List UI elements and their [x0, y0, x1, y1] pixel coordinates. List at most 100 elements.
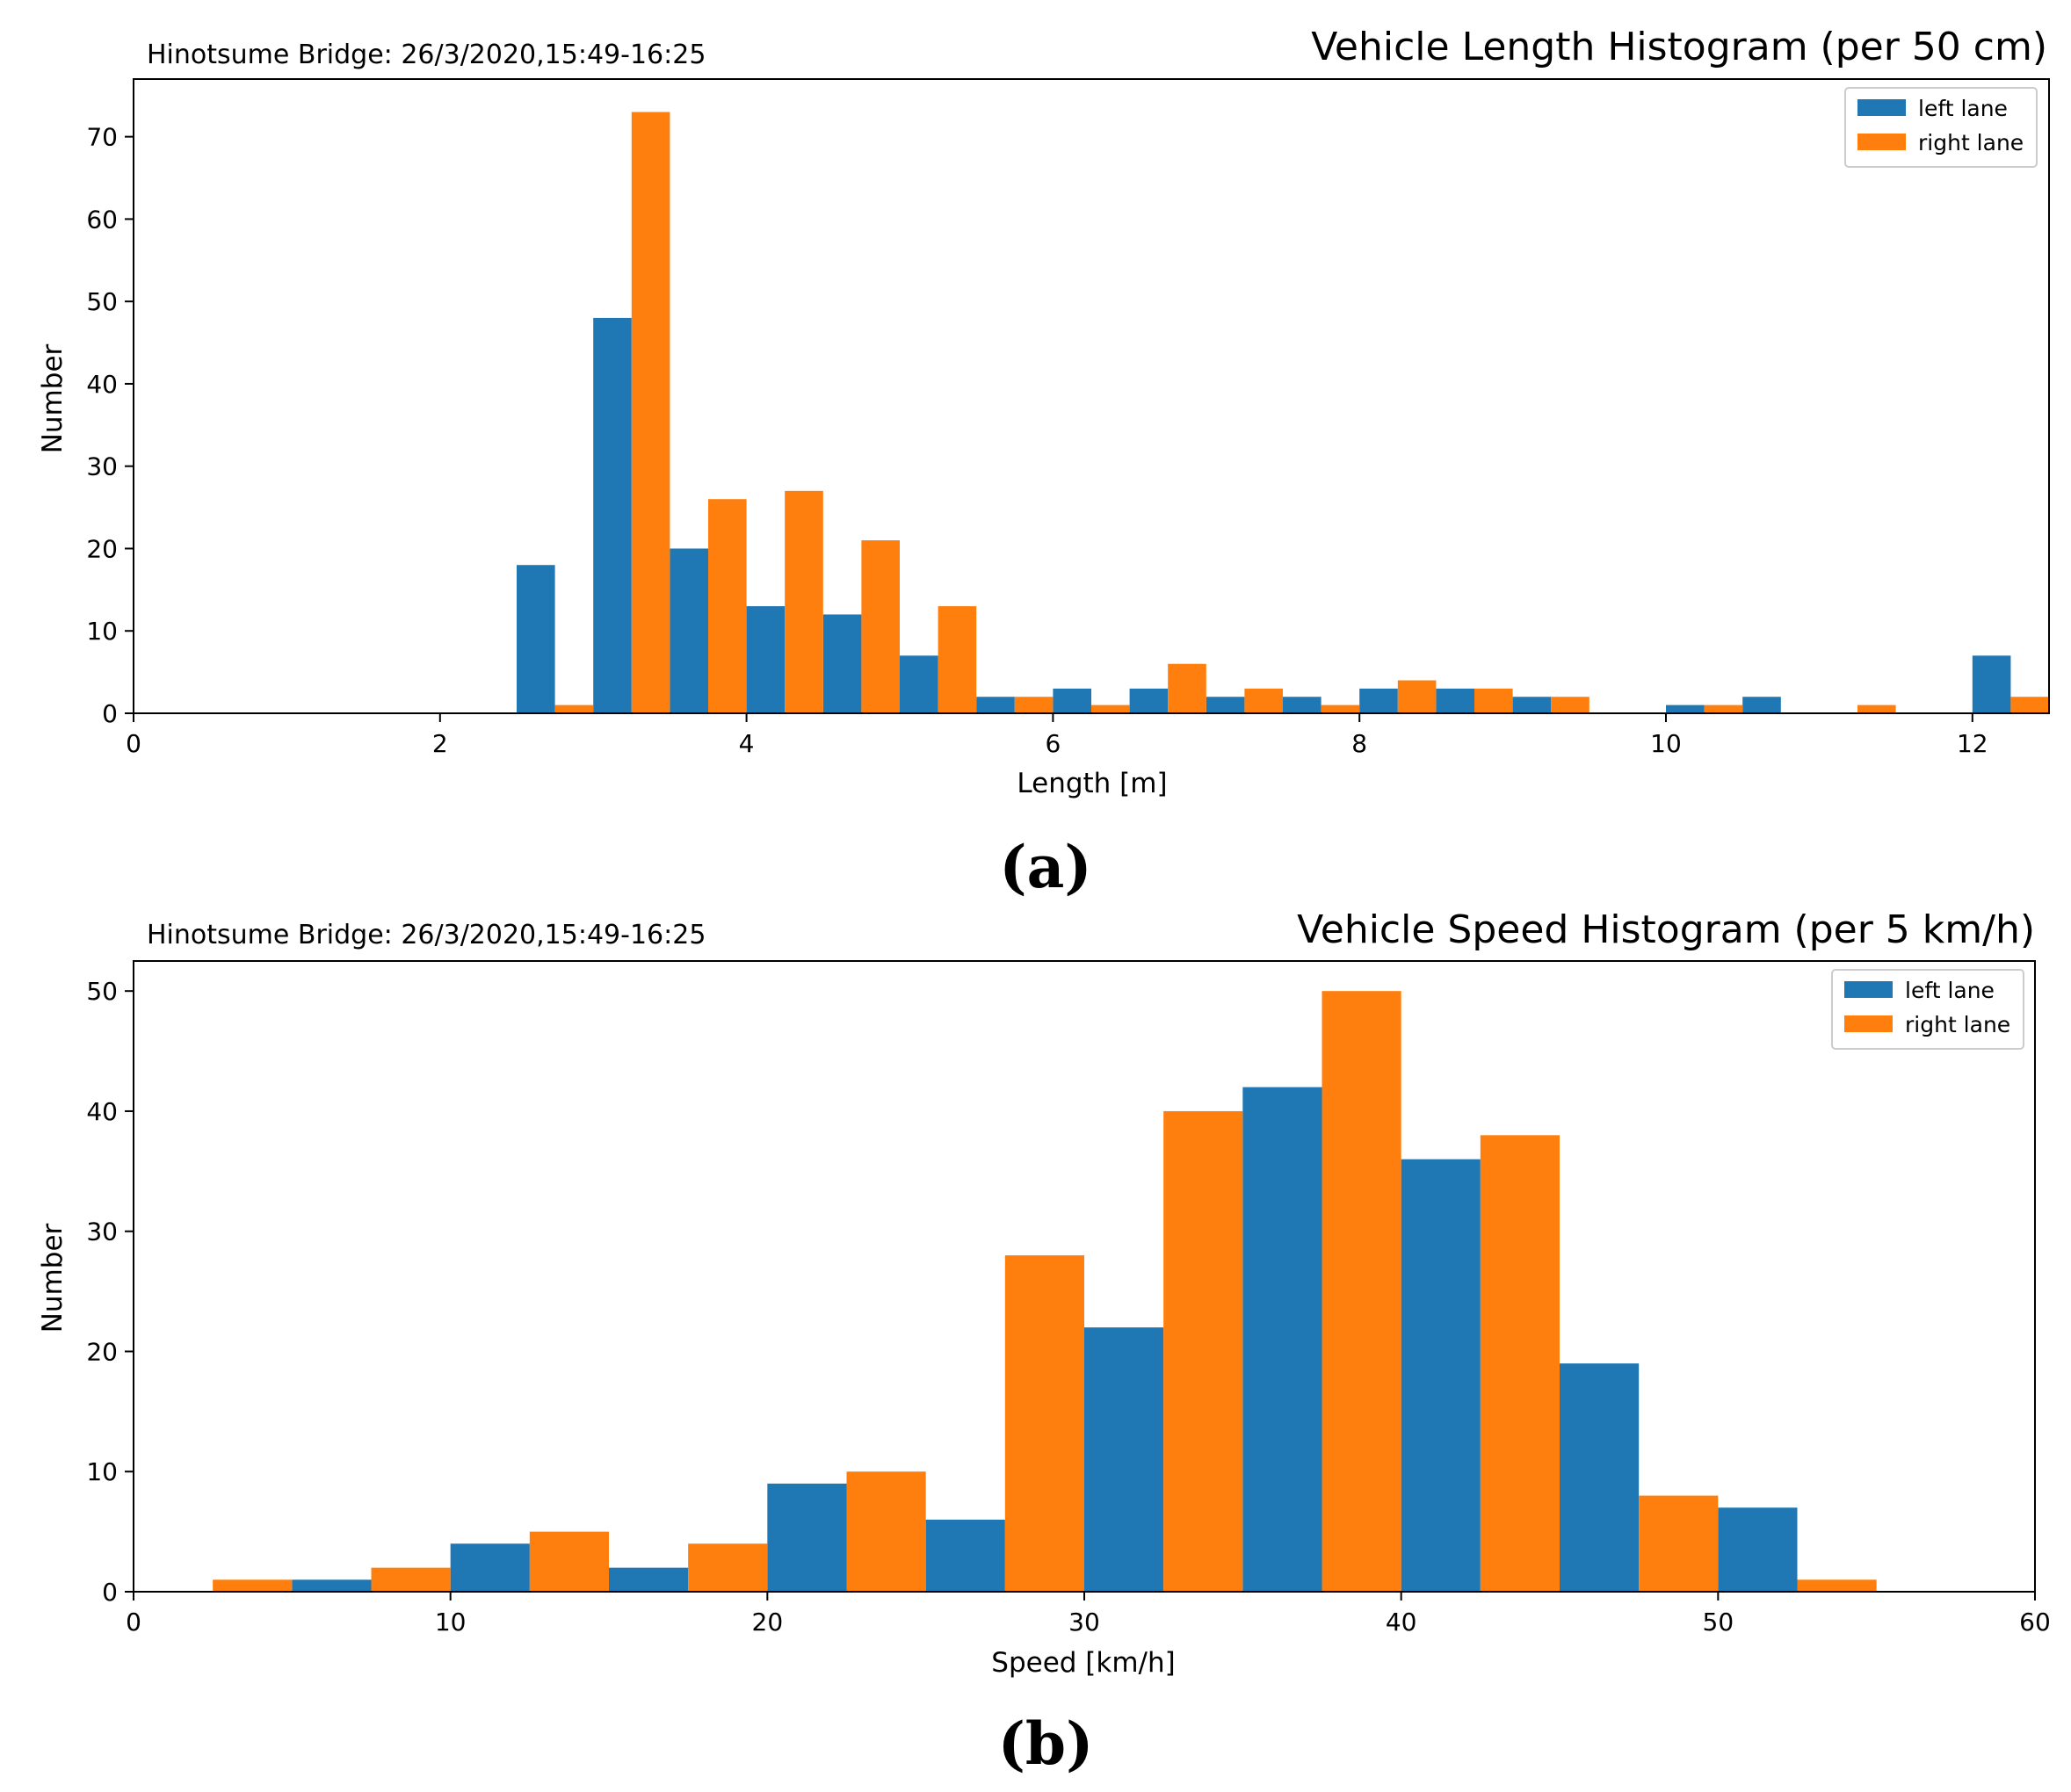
bar-right-lane [1091, 705, 1130, 713]
x-tick-label: 8 [1351, 729, 1367, 758]
y-tick-label: 30 [86, 1218, 118, 1246]
bar-left-lane [450, 1543, 530, 1592]
bar-right-lane [1704, 705, 1743, 713]
y-tick-label: 30 [86, 452, 118, 481]
legend-label-left-lane: left lane [1918, 96, 2008, 121]
y-tick-label: 60 [86, 205, 118, 234]
bar-right-lane [1004, 1255, 1084, 1592]
x-tick-label: 0 [126, 729, 141, 758]
axes: 0 10 20 30 40 50 60 0 10 20 30 40 50 [86, 960, 2051, 1637]
y-axis-label: Number [37, 1223, 69, 1333]
y-tick-label: 40 [86, 1097, 118, 1126]
y-tick-label: 20 [86, 534, 118, 563]
bar-left-lane [746, 606, 786, 713]
chart-subtitle: Hinotsume Bridge: 26/3/2020,15:49-16:25 [147, 40, 706, 70]
legend-swatch-left-lane [1844, 981, 1893, 998]
y-tick-label: 50 [86, 287, 118, 316]
x-tick-label: 40 [1386, 1608, 1417, 1637]
chart-title: Vehicle Speed Histogram (per 5 km/h) [1297, 907, 2035, 952]
x-tick-label: 50 [1703, 1608, 1734, 1637]
bar-right-lane [2010, 697, 2049, 713]
legend-label-left-lane: left lane [1905, 978, 1995, 1003]
axes: 0 2 4 6 8 10 12 0 10 20 30 40 50 60 70 [86, 78, 2050, 758]
bar-right-lane [213, 1579, 293, 1592]
bar-left-lane [1512, 697, 1552, 713]
x-tick-label: 0 [126, 1608, 141, 1637]
bar-left-lane [1129, 688, 1169, 713]
y-tick-label: 40 [86, 370, 118, 399]
legend-swatch-left-lane [1857, 99, 1906, 116]
x-tick-label: 20 [752, 1608, 784, 1637]
bar-left-lane [900, 655, 938, 713]
bar-right-lane [1551, 697, 1589, 713]
y-tick-label: 10 [86, 1457, 118, 1486]
panel-label: (a) [999, 833, 1091, 901]
bar-right-lane [1639, 1495, 1719, 1592]
bar-left-lane [1742, 697, 1781, 713]
bar-group [213, 991, 1877, 1592]
bar-left-lane [1206, 697, 1245, 713]
bar-left-lane [767, 1483, 847, 1592]
bar-left-lane [1666, 705, 1705, 713]
bar-right-lane [1397, 680, 1437, 713]
bar-left-lane [1084, 1327, 1164, 1592]
panel-label: (b) [998, 1709, 1094, 1778]
bar-left-lane [1560, 1363, 1640, 1592]
bar-right-lane [1474, 688, 1513, 713]
bar-right-lane [529, 1531, 609, 1592]
bar-right-lane [846, 1471, 926, 1592]
x-tick-label: 6 [1045, 729, 1061, 758]
bar-left-lane [1283, 697, 1322, 713]
legend-label-right-lane: right lane [1918, 130, 2024, 155]
bar-left-lane [670, 548, 708, 713]
x-tick-label: 2 [432, 729, 448, 758]
bar-left-lane [1436, 688, 1474, 713]
bar-right-lane [1857, 705, 1896, 713]
bar-right-lane [688, 1543, 768, 1592]
bar-right-lane [1480, 1135, 1560, 1592]
bar-left-lane [1401, 1159, 1481, 1592]
x-axis-label: Length [m] [1017, 768, 1167, 799]
bar-right-lane [1244, 688, 1283, 713]
bar-left-lane [1242, 1087, 1322, 1592]
bar-left-lane [1359, 688, 1398, 713]
bar-left-lane [1053, 688, 1091, 713]
y-tick-label: 50 [86, 977, 118, 1006]
x-tick-label: 10 [1650, 729, 1682, 758]
legend: left lane right lane [1844, 87, 2038, 168]
bar-right-lane [1168, 663, 1206, 713]
x-tick-label: 10 [435, 1608, 467, 1637]
bar-right-lane [371, 1567, 451, 1592]
bar-right-lane [708, 499, 747, 713]
bar-right-lane [861, 540, 900, 713]
y-tick-label: 0 [102, 1578, 118, 1607]
legend-swatch-right-lane [1844, 1015, 1893, 1032]
y-axis-label: Number [37, 343, 69, 453]
y-tick-label: 10 [86, 617, 118, 646]
speed-histogram-chart: Hinotsume Bridge: 26/3/2020,15:49-16:25 … [37, 907, 2051, 1778]
bar-right-lane [631, 112, 670, 714]
bar-left-lane [292, 1579, 372, 1592]
y-tick-label: 20 [86, 1337, 118, 1366]
chart-subtitle: Hinotsume Bridge: 26/3/2020,15:49-16:25 [147, 920, 706, 950]
bar-left-lane [976, 697, 1015, 713]
plot-frame [133, 78, 2050, 714]
bar-group [517, 112, 2049, 714]
bar-right-lane [1014, 697, 1054, 713]
legend: left lane right lane [1831, 969, 2024, 1050]
bar-right-lane [1321, 705, 1360, 713]
bar-right-lane [785, 490, 823, 713]
bar-left-lane [1718, 1507, 1798, 1592]
length-histogram-chart: Hinotsume Bridge: 26/3/2020,15:49-16:25 … [37, 25, 2050, 901]
x-tick-label: 30 [1068, 1608, 1100, 1637]
bar-right-lane [938, 606, 977, 713]
x-axis-label: Speed [km/h] [991, 1647, 1175, 1679]
bar-left-lane [1972, 655, 2011, 713]
bar-left-lane [822, 614, 862, 713]
bar-right-lane [1163, 1110, 1243, 1592]
legend-label-right-lane: right lane [1905, 1012, 2010, 1037]
bar-right-lane [554, 705, 594, 713]
chart-title: Vehicle Length Histogram (per 50 cm) [1311, 25, 2047, 69]
bar-left-lane [925, 1519, 1005, 1592]
